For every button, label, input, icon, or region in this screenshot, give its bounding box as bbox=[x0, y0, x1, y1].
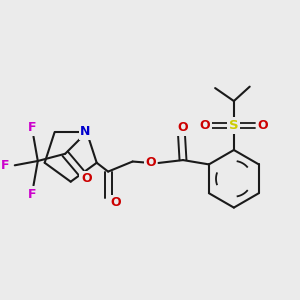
Text: O: O bbox=[111, 196, 122, 209]
Text: F: F bbox=[28, 188, 36, 201]
Text: O: O bbox=[200, 119, 210, 132]
Text: N: N bbox=[80, 125, 91, 138]
Text: F: F bbox=[1, 159, 10, 172]
Text: O: O bbox=[81, 172, 92, 185]
Text: O: O bbox=[257, 119, 268, 132]
Text: F: F bbox=[28, 122, 36, 134]
Text: O: O bbox=[178, 121, 188, 134]
Text: O: O bbox=[145, 157, 156, 169]
Text: S: S bbox=[229, 119, 239, 132]
